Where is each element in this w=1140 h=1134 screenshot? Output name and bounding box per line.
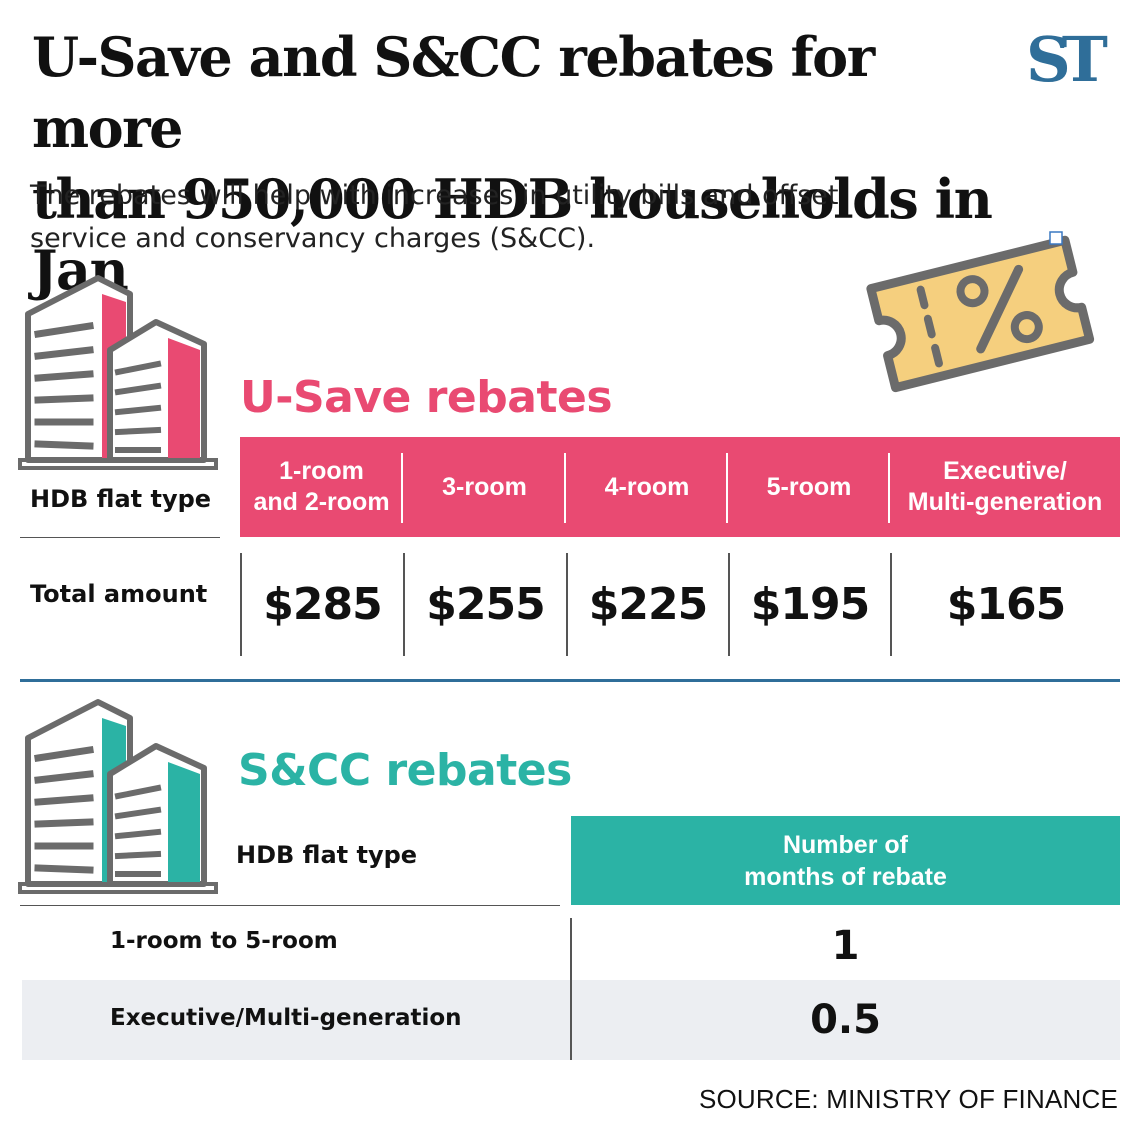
subtitle-line-2: service and conservancy charges (S&CC). — [30, 223, 596, 254]
st-logo: ST — [1026, 23, 1108, 96]
scc-months-header: Number of months of rebate — [571, 816, 1120, 905]
scc-column-divider — [570, 918, 572, 1060]
usave-amount-4-room: $225 — [566, 553, 728, 656]
scc-row-1-type: 1-room to 5-room — [110, 928, 338, 954]
usave-flat-type-label: HDB flat type — [30, 485, 212, 513]
scc-flat-type-label: HDB flat type — [236, 841, 418, 869]
source-note: SOURCE: MINISTRY OF FINANCE — [698, 1084, 1118, 1114]
scc-row-2-months: 0.5 — [810, 997, 881, 1043]
usave-section-title: U-Save rebates — [240, 372, 613, 423]
subtitle-line-1: The rebates will help with increases in … — [30, 180, 839, 211]
page-subtitle: The rebates will help with increases in … — [30, 174, 960, 260]
scc-row-1: 1-room to 5-room 1 — [22, 918, 1120, 980]
usave-col-3-room: 3-room — [403, 437, 566, 537]
building-icon — [18, 275, 218, 470]
usave-amount-executive: $165 — [890, 553, 1120, 656]
title-line-1: U-Save and S&CC rebates for more — [32, 25, 875, 160]
usave-col-4-room: 4-room — [566, 437, 728, 537]
discount-coupon-icon — [866, 231, 1095, 393]
building-icon — [18, 699, 218, 894]
scc-row-2-type: Executive/Multi-generation — [110, 1005, 462, 1031]
usave-total-amount-label: Total amount — [30, 580, 208, 608]
scc-header-divider — [20, 905, 560, 906]
section-divider — [20, 679, 1120, 682]
scc-row-1-months: 1 — [831, 923, 860, 969]
scc-section-title: S&CC rebates — [238, 745, 572, 796]
usave-col-5-room: 5-room — [728, 437, 890, 537]
usave-amount-5-room: $195 — [728, 553, 890, 656]
usave-col-1-2-room: 1-room and 2-room — [240, 437, 403, 537]
usave-amount-1-2-room: $285 — [240, 553, 403, 656]
usave-amount-row: $285 $255 $225 $195 $165 — [240, 553, 1120, 656]
usave-col-executive: Executive/ Multi-generation — [907, 457, 1103, 516]
usave-header-row: 1-room and 2-room 3-room 4-room 5-room E… — [240, 437, 1120, 537]
usave-label-divider — [20, 537, 220, 538]
page-title: U-Save and S&CC rebates for more than 95… — [32, 22, 1032, 306]
usave-amount-3-room: $255 — [403, 553, 566, 656]
title-line-2: than 950,000 HDB households in Jan — [32, 167, 993, 302]
